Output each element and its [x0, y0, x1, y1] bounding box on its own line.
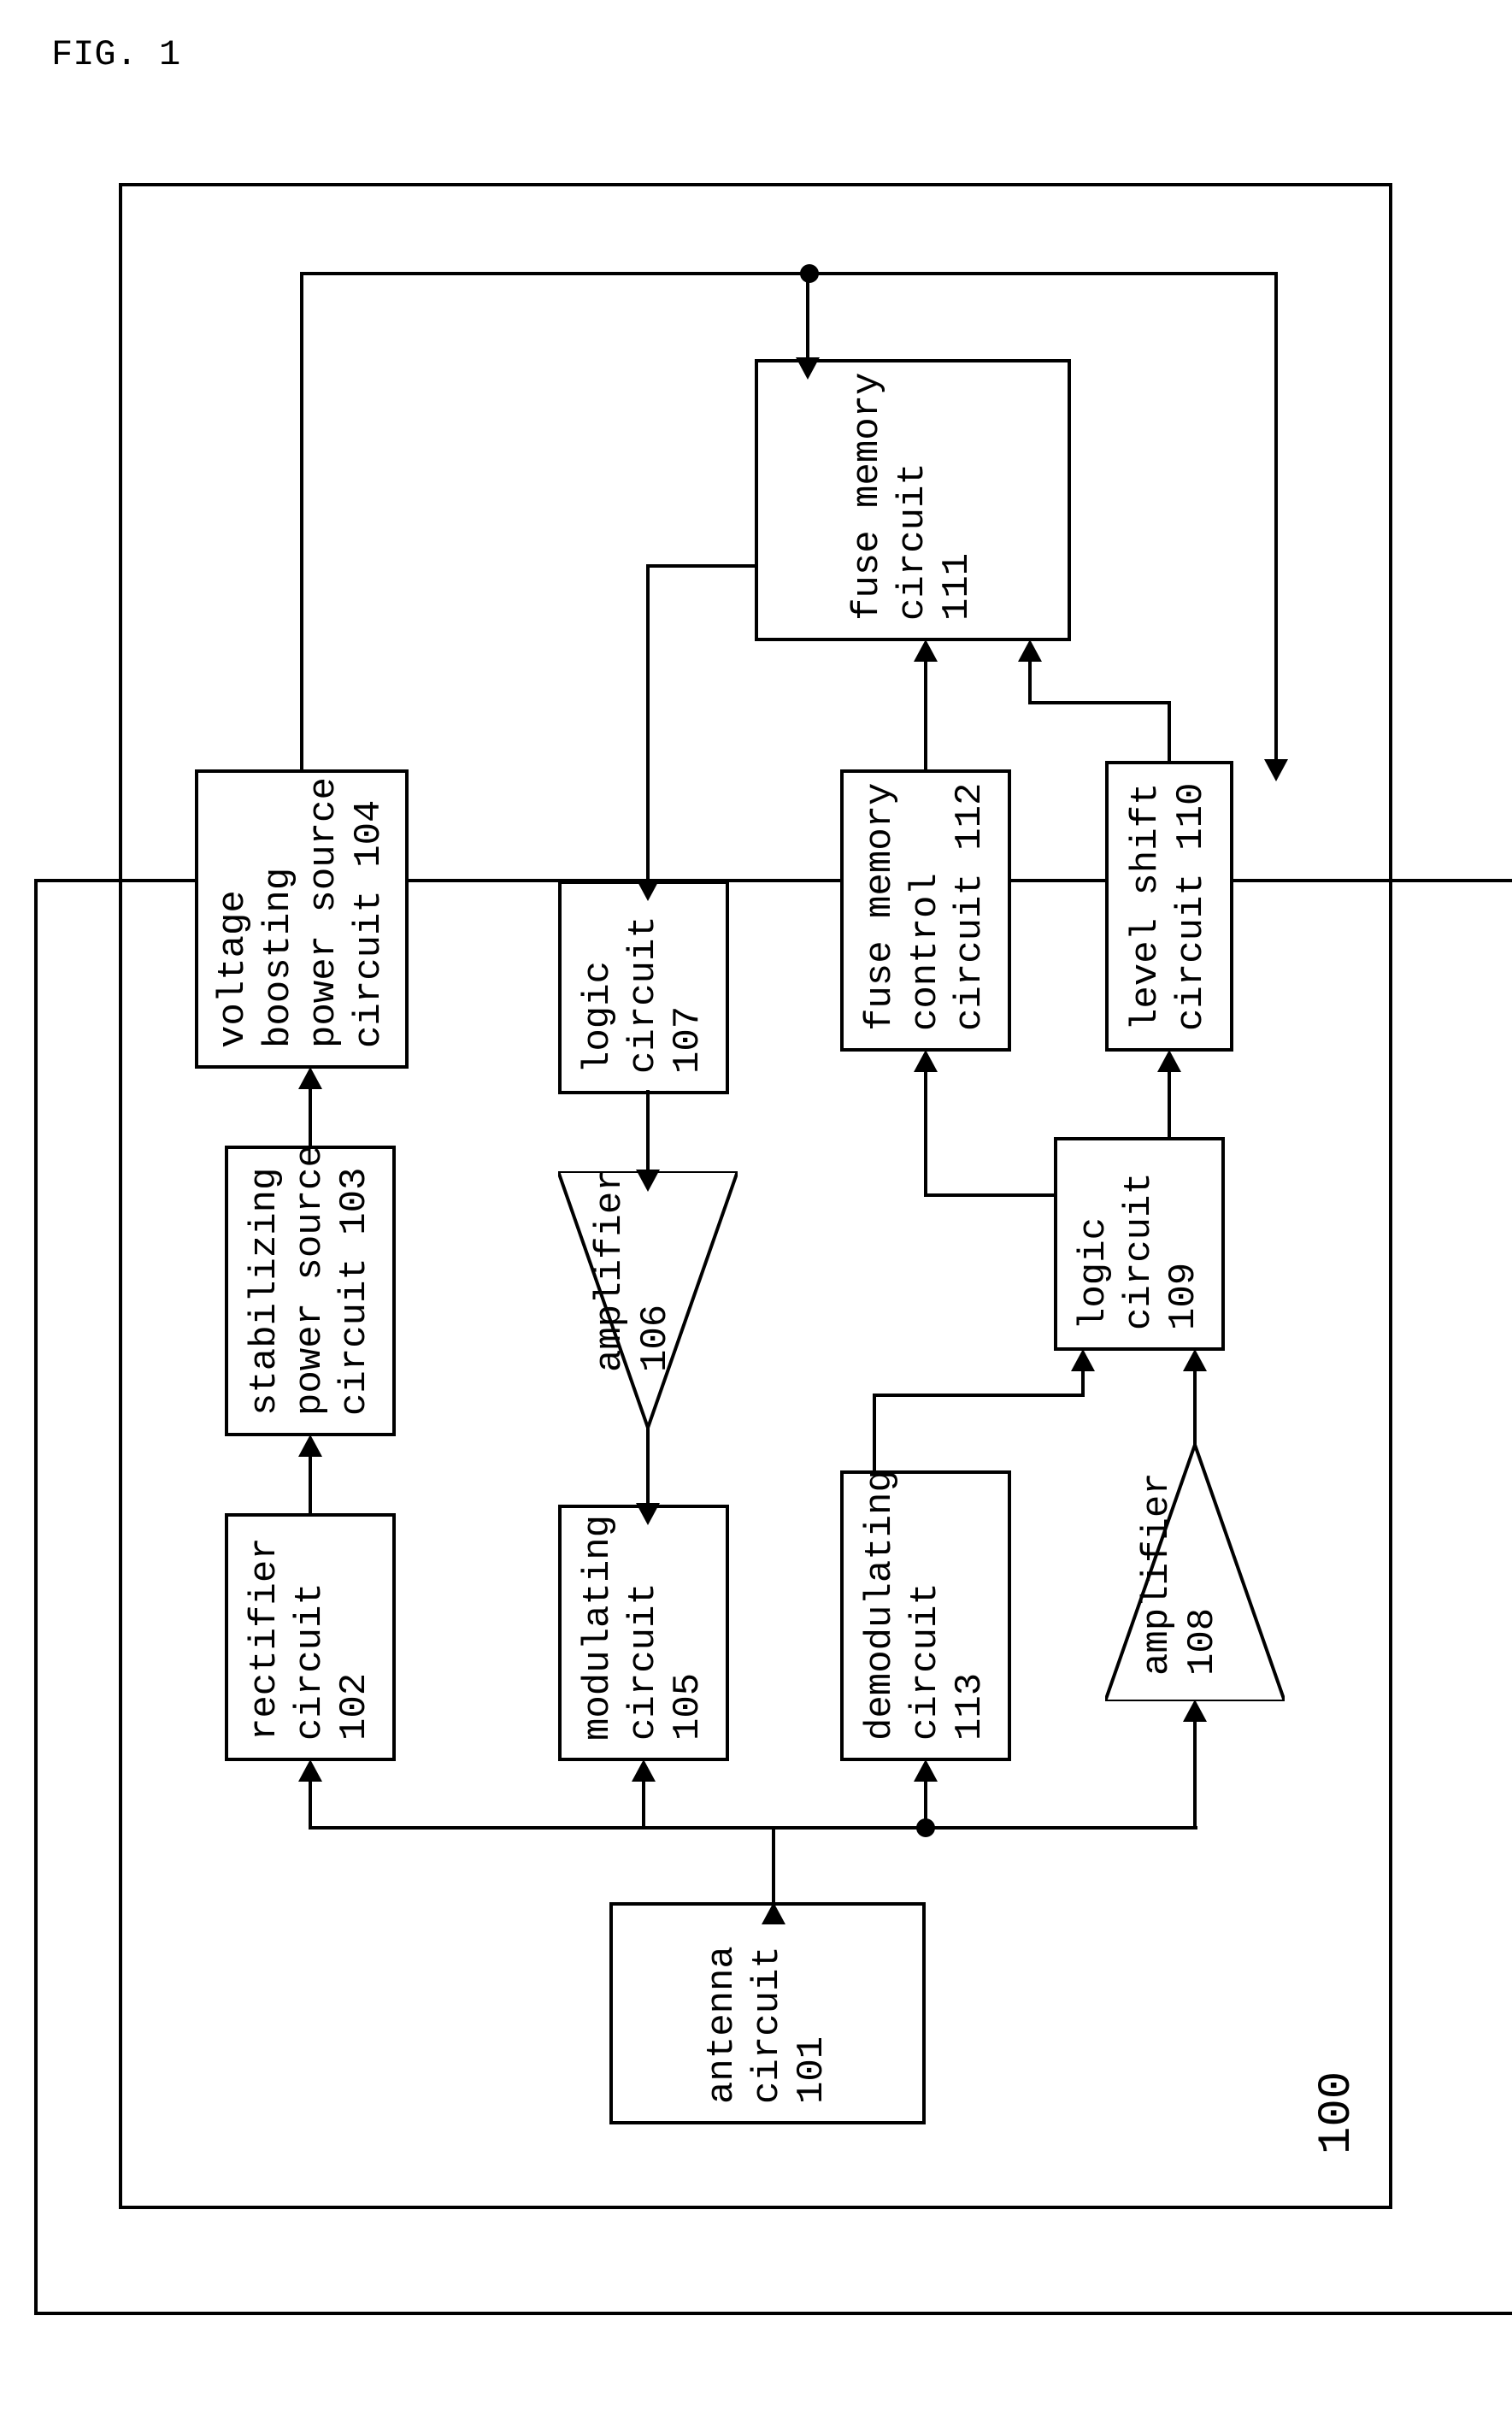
- line: amplifier: [589, 1169, 632, 1372]
- line: 107: [666, 1006, 711, 1074]
- line: 109: [1162, 1263, 1207, 1330]
- line: control: [903, 873, 949, 1031]
- line: antenna: [700, 1946, 745, 2104]
- line: circuit: [1117, 1172, 1162, 1330]
- line: stabilizing: [243, 1168, 288, 1416]
- system-boundary: 100 antenna circuit 101 rectifier circui…: [119, 183, 1392, 2209]
- logic107-block: logic circuit 107: [558, 881, 729, 1094]
- figure-label: FIG. 1: [51, 34, 1478, 75]
- diagram-frame: 100 antenna circuit 101 rectifier circui…: [34, 879, 1512, 2315]
- line: 108: [1181, 1608, 1224, 1676]
- line: circuit 103: [332, 1168, 378, 1416]
- line: power source: [302, 777, 347, 1048]
- line: circuit: [621, 916, 667, 1074]
- line: circuit: [903, 1582, 949, 1741]
- line: 105: [666, 1673, 711, 1741]
- line: circuit: [621, 1582, 667, 1741]
- logic109-block: logic circuit 109: [1054, 1137, 1225, 1351]
- line: logic: [576, 961, 621, 1074]
- line: 101: [790, 2036, 835, 2104]
- line: 106: [634, 1305, 677, 1372]
- line: 111: [935, 553, 980, 621]
- rectifier-block: rectifier circuit 102: [225, 1513, 396, 1761]
- levelshift-block: level shift circuit 110: [1105, 761, 1233, 1052]
- boosting-block: voltage boosting power source circuit 10…: [195, 769, 409, 1069]
- system-label: 100: [1311, 2071, 1363, 2154]
- line: circuit 104: [347, 800, 392, 1048]
- antenna-block: antenna circuit 101: [609, 1902, 926, 2124]
- modulating-block: modulating circuit 105: [558, 1505, 729, 1761]
- amp108-label: amplifier 108: [1135, 1472, 1226, 1676]
- line: fuse memory: [858, 783, 903, 1031]
- line: voltage: [211, 890, 256, 1048]
- fusectrl-block: fuse memory control circuit 112: [840, 769, 1011, 1052]
- line: circuit: [891, 463, 936, 621]
- fusemem-block: fuse memory circuit 111: [755, 359, 1071, 641]
- line: modulating: [576, 1515, 621, 1741]
- line: circuit 110: [1169, 783, 1215, 1031]
- line: boosting: [256, 868, 302, 1048]
- line: 102: [332, 1673, 378, 1741]
- line: 113: [948, 1673, 993, 1741]
- line: logic: [1072, 1217, 1117, 1330]
- line: circuit 112: [948, 783, 993, 1031]
- demodulating-block: demodulating circuit 113: [840, 1470, 1011, 1761]
- stabilizing-block: stabilizing power source circuit 103: [225, 1146, 396, 1436]
- line: level shift: [1124, 783, 1169, 1031]
- line: circuit: [745, 1946, 791, 2104]
- line: demodulating: [858, 1470, 903, 1741]
- line: power source: [288, 1145, 333, 1416]
- line: circuit: [288, 1582, 333, 1741]
- line: rectifier: [243, 1537, 288, 1741]
- line: fuse memory: [845, 373, 891, 621]
- line: amplifier: [1136, 1472, 1179, 1676]
- amp106-label: amplifier 106: [588, 1169, 679, 1372]
